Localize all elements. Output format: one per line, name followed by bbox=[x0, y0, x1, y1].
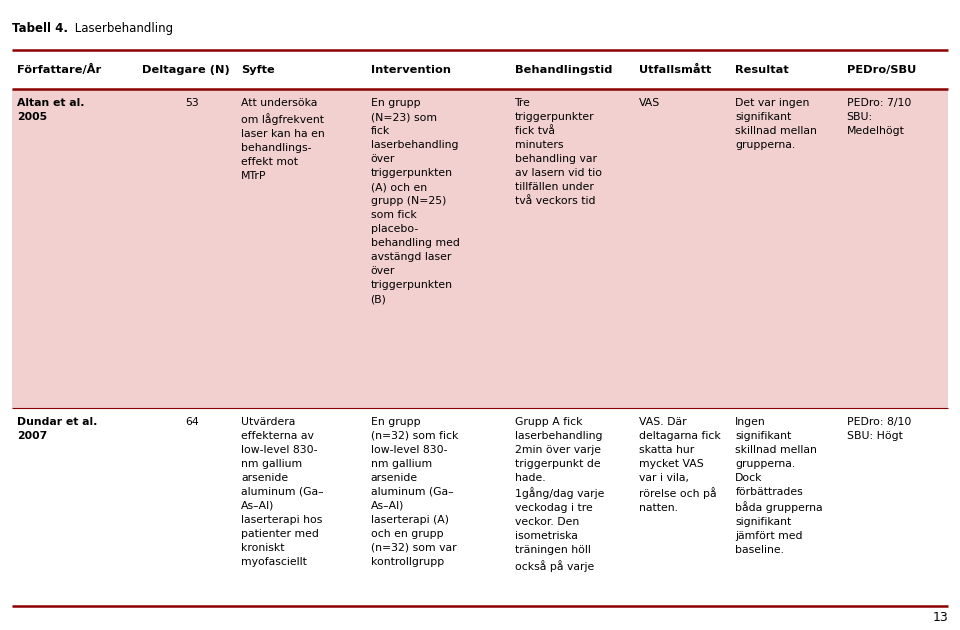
Text: Författare/År: Författare/År bbox=[17, 64, 102, 76]
Text: PEDro: 7/10
SBU:
Medelhögt: PEDro: 7/10 SBU: Medelhögt bbox=[847, 98, 911, 136]
Text: 64: 64 bbox=[185, 416, 199, 427]
Text: Dundar et al.
2007: Dundar et al. 2007 bbox=[17, 416, 98, 440]
Bar bbox=[12, 50, 948, 89]
Bar bbox=[12, 89, 948, 408]
Text: Att undersöka
om lågfrekvent
laser kan ha en
behandlings-
effekt mot
MTrP: Att undersöka om lågfrekvent laser kan h… bbox=[241, 98, 324, 181]
Text: Behandlingstid: Behandlingstid bbox=[515, 65, 612, 75]
Text: Det var ingen
signifikant
skillnad mellan
grupperna.: Det var ingen signifikant skillnad mella… bbox=[735, 98, 817, 151]
Text: VAS. Där
deltagarna fick
skatta hur
mycket VAS
var i vila,
rörelse och på
natten: VAS. Där deltagarna fick skatta hur myck… bbox=[639, 416, 721, 513]
Text: 53: 53 bbox=[185, 98, 199, 108]
Text: Deltagare (N): Deltagare (N) bbox=[142, 65, 229, 75]
Text: Ingen
signifikant
skillnad mellan
grupperna.
Dock
förbättrades
båda grupperna
si: Ingen signifikant skillnad mellan gruppe… bbox=[735, 416, 823, 556]
Text: Laserbehandling: Laserbehandling bbox=[71, 22, 173, 35]
Text: Grupp A fick
laserbehandling
2min över varje
triggerpunkt de
hade.
1gång/dag var: Grupp A fick laserbehandling 2min över v… bbox=[515, 416, 604, 572]
Text: Utfallsmått: Utfallsmått bbox=[639, 65, 711, 75]
Text: Tabell 4.: Tabell 4. bbox=[12, 22, 67, 35]
Text: Altan et al.
2005: Altan et al. 2005 bbox=[17, 98, 84, 122]
Text: Intervention: Intervention bbox=[371, 65, 450, 75]
Text: PEDro: 8/10
SBU: Högt: PEDro: 8/10 SBU: Högt bbox=[847, 416, 911, 440]
Text: Syfte: Syfte bbox=[241, 65, 275, 75]
Text: PEDro/SBU: PEDro/SBU bbox=[847, 65, 916, 75]
Text: 13: 13 bbox=[933, 610, 948, 624]
Text: Utvärdera
effekterna av
low-level 830-
nm gallium
arsenide
aluminum (Ga–
As–Al)
: Utvärdera effekterna av low-level 830- n… bbox=[241, 416, 324, 566]
Text: Tre
triggerpunkter
fick två
minuters
behandling var
av lasern vid tio
tillfällen: Tre triggerpunkter fick två minuters beh… bbox=[515, 98, 602, 206]
Text: En grupp
(n=32) som fick
low-level 830-
nm gallium
arsenide
aluminum (Ga–
As–Al): En grupp (n=32) som fick low-level 830- … bbox=[371, 416, 458, 566]
Text: En grupp
(N=23) som
fick
laserbehandling
över
triggerpunkten
(A) och en
grupp (N: En grupp (N=23) som fick laserbehandling… bbox=[371, 98, 460, 304]
Text: Resultat: Resultat bbox=[735, 65, 789, 75]
Bar bbox=[12, 408, 948, 606]
Text: VAS: VAS bbox=[639, 98, 660, 108]
